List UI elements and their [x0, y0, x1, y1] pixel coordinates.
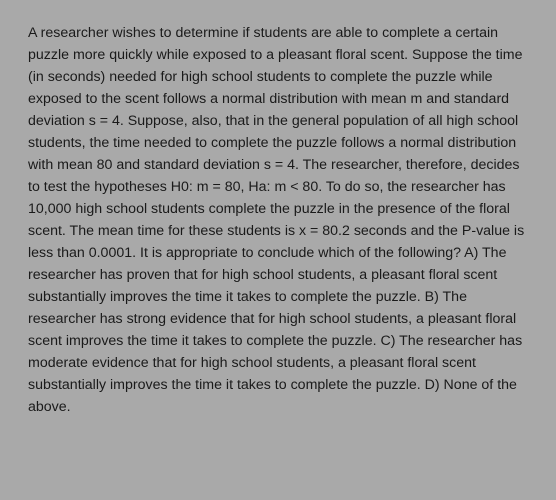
question-text: A researcher wishes to determine if stud… [28, 22, 528, 418]
